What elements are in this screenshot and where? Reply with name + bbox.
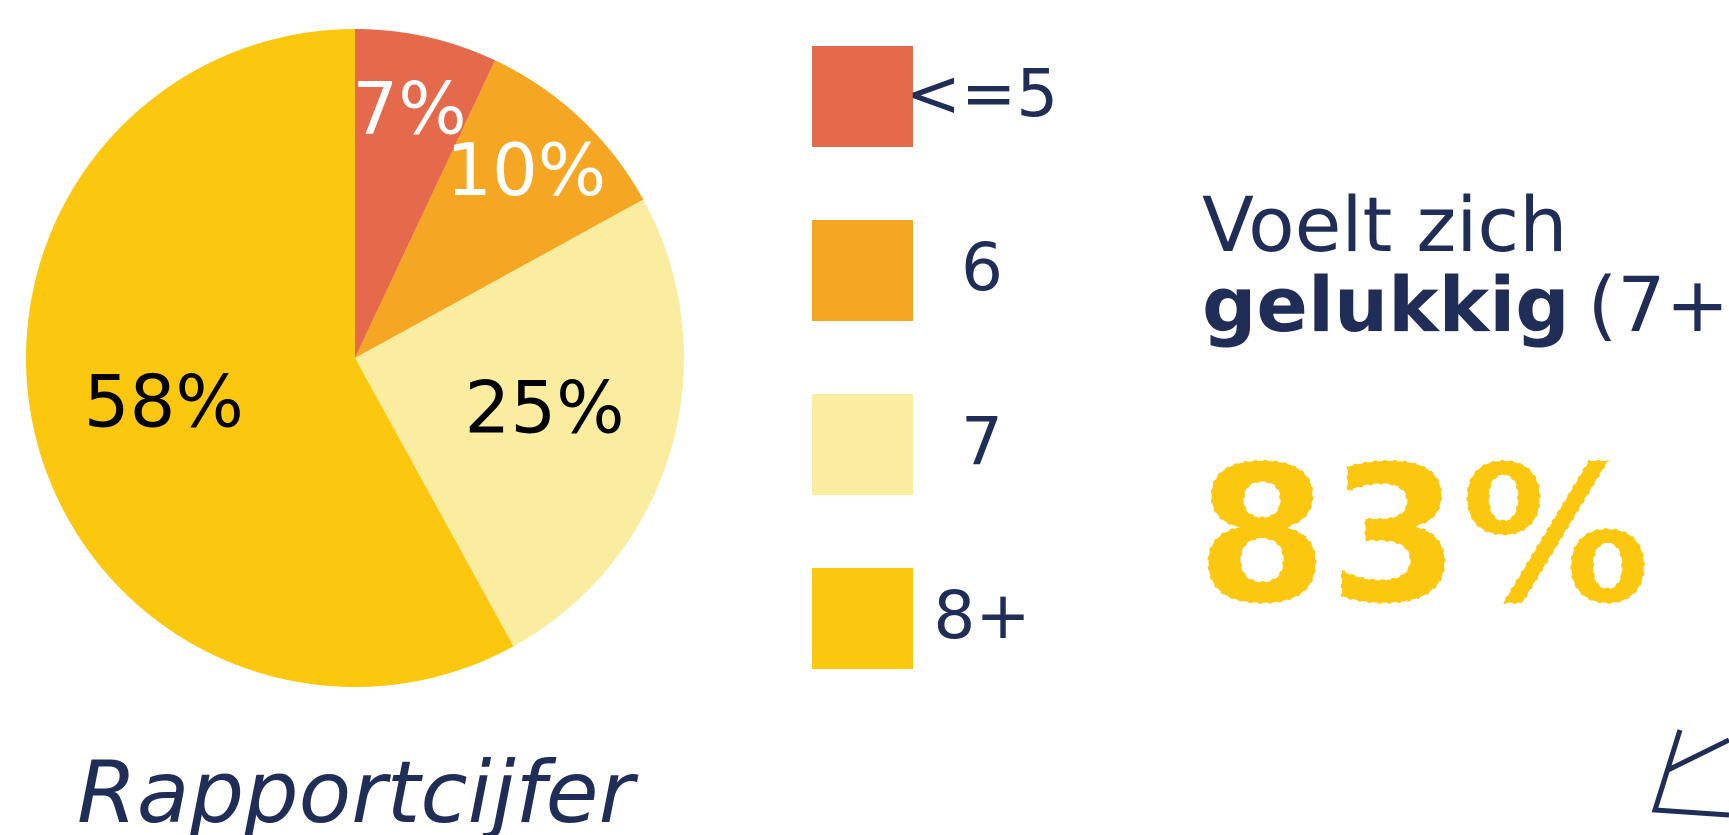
legend-label: 7	[961, 403, 1003, 480]
legend-swatch	[812, 568, 913, 669]
data-label: 25%	[465, 366, 625, 450]
highlight-value: 83%	[1196, 425, 1651, 646]
pie-slice	[355, 29, 496, 358]
legend-label: 6	[961, 229, 1003, 306]
legend-label: <=5	[906, 55, 1059, 132]
annotation-line: gelukkig(7+)	[1202, 260, 1729, 349]
legend-label: 8+	[933, 577, 1030, 654]
pie-slice	[355, 60, 644, 359]
annotation: (7+)	[1588, 260, 1729, 349]
chart-title: Rapportcijfer	[77, 743, 639, 835]
legend-swatch	[812, 394, 913, 495]
data-label: 7%	[352, 66, 466, 150]
logo	[1651, 729, 1729, 818]
data-label: 58%	[84, 360, 244, 444]
legend-swatch	[812, 220, 913, 321]
legend-swatch	[812, 46, 913, 147]
annotation: gelukkig	[1202, 260, 1570, 349]
pie-slice	[25, 29, 514, 687]
data-label: 10%	[446, 128, 606, 212]
annotation: Voelt zich	[1202, 180, 1567, 269]
pie-slice	[355, 199, 684, 647]
